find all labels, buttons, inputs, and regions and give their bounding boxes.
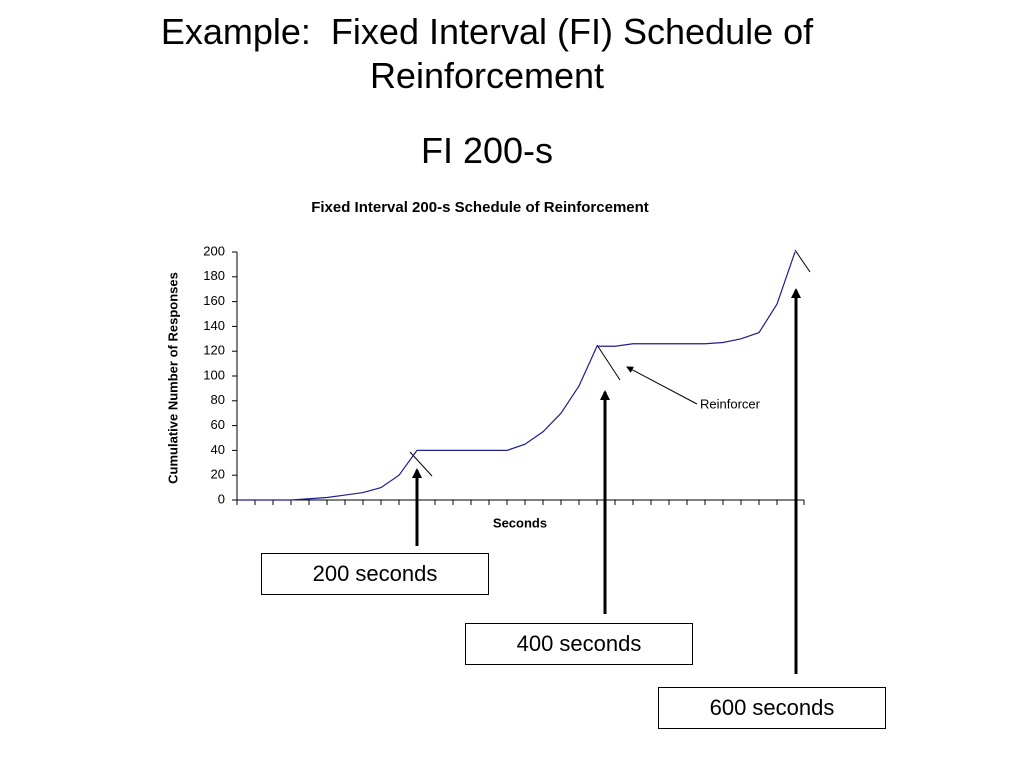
- y-tick-label: 180: [203, 268, 225, 283]
- y-tick-label: 140: [203, 318, 225, 333]
- slide-title: Example: Fixed Interval (FI) Schedule of…: [160, 11, 824, 96]
- y-tick-label: 200: [203, 243, 225, 258]
- annotation: Reinforcer: [700, 396, 761, 411]
- y-tick-label: 40: [211, 442, 225, 457]
- slide-subtitle: FI 200-s: [420, 130, 554, 171]
- y-axis-label: Cumulative Number of Responses: [165, 272, 180, 484]
- y-tick-label: 0: [218, 491, 225, 506]
- reinforcer-hatch: [794, 249, 811, 273]
- reinforcer-hatch: [596, 344, 621, 381]
- y-tick-label: 160: [203, 293, 225, 308]
- y-tick-label: 60: [211, 417, 225, 432]
- annotation-arrow: [626, 366, 698, 405]
- y-tick-label: 100: [203, 367, 225, 382]
- callout-box: 400 seconds: [465, 623, 693, 665]
- y-tick-label: 80: [211, 392, 225, 407]
- y-tick-label: 120: [203, 343, 225, 358]
- data-line: [237, 251, 796, 501]
- x-axis-label: Seconds: [493, 515, 547, 530]
- callout-box: 200 seconds: [261, 553, 489, 595]
- chart-title: Fixed Interval 200-s Schedule of Reinfor…: [311, 199, 649, 216]
- callout-box: 600 seconds: [658, 687, 886, 729]
- y-tick-label: 20: [211, 467, 225, 482]
